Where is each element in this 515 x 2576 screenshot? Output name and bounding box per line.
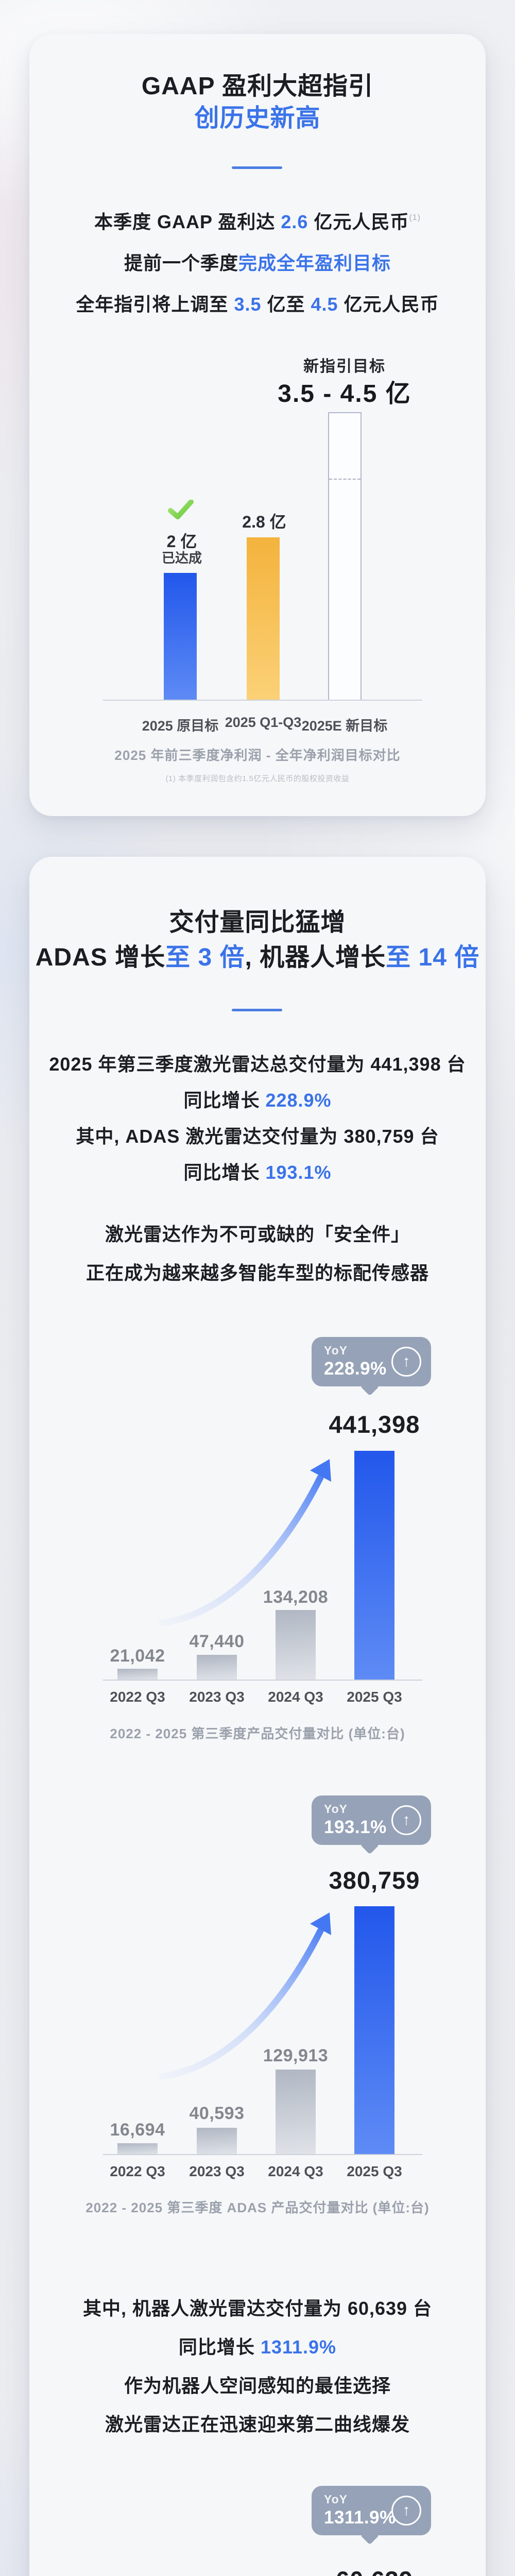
section-divider — [232, 166, 282, 169]
arrow-up-icon: ↑ — [391, 2496, 421, 2526]
x-label: 2024 Q3 — [268, 2163, 323, 2179]
target-lower-bound-dash — [329, 479, 360, 480]
growth-arrow-icon — [149, 2566, 355, 2576]
x-label: 2025 Q3 — [347, 2163, 402, 2179]
yoy-value: 1311.9% — [324, 2507, 396, 2528]
delivery-p8: 同比增长 1311.9% — [178, 2336, 337, 2358]
badge-tail — [360, 1377, 380, 1396]
growth-arrow-icon — [159, 1459, 331, 1626]
bar-total-2025 — [354, 1451, 394, 1680]
achieved-value-label: 2 亿 — [166, 532, 197, 551]
bar-total-2022 — [117, 1669, 158, 1680]
x-label: 2023 Q3 — [189, 2163, 245, 2179]
adas-2025-value: 380,759 — [329, 1867, 420, 1894]
growth-arrow-icon — [159, 1912, 331, 2080]
x-axis — [103, 700, 422, 701]
profit-p2: 提前一个季度完成全年盈利目标 — [124, 252, 391, 274]
adas-2024-value: 129,913 — [263, 2046, 329, 2065]
x-label: 2024 Q3 — [268, 1689, 323, 1705]
delivery-subtitle: ADAS 增长至 3 倍, 机器人增长至 14 倍 — [35, 944, 480, 971]
profit-title: GAAP 盈利大超指引 — [141, 73, 374, 100]
bar-total-2023 — [197, 1655, 237, 1680]
achieved-status-label: 已达成 — [161, 550, 202, 566]
yoy-badge-adas: YoY 193.1% ↑ — [312, 1795, 431, 1855]
footnote-marker: (1) — [409, 213, 421, 222]
bar-2025-q1q3 — [247, 537, 280, 701]
delivery-p5: 激光雷达作为不可或缺的「安全件」 — [105, 1224, 410, 1245]
total-2022-value: 21,042 — [110, 1646, 165, 1666]
check-icon — [168, 500, 194, 519]
adas-2022-value: 16,694 — [110, 2120, 165, 2140]
delivery-p9: 作为机器人空间感知的最佳选择 — [124, 2375, 391, 2396]
section-divider — [232, 1009, 282, 1011]
yoy-badge-total: YoY 228.9% ↑ — [312, 1337, 431, 1396]
yoy-badge-robot: YoY 1311.9% ↑ — [312, 2486, 431, 2545]
total-chart-caption: 2022 - 2025 第三季度产品交付量对比 (单位:台) — [110, 1726, 405, 1741]
delivery-p2: 同比增长 228.9% — [183, 1090, 332, 1111]
x-label-q1q3: 2025 Q1-Q3 — [225, 715, 302, 730]
new-target-label: 新指引目标 — [303, 358, 386, 375]
delivery-p4: 同比增长 193.1% — [183, 1162, 332, 1183]
profit-chart-caption: 2025 年前三季度净利润 - 全年净利润目标对比 — [114, 748, 401, 763]
delivery-p6: 正在成为越来越多智能车型的标配传感器 — [85, 1262, 429, 1283]
total-2024-value: 134,208 — [263, 1587, 329, 1607]
profit-p3: 全年指引将上调至 3.5 亿至 4.5 亿元人民币 — [76, 294, 439, 315]
delivery-card: 交付量同比猛增 ADAS 增长至 3 倍, 机器人增长至 14 倍 2025 年… — [29, 857, 486, 2576]
arrow-up-icon: ↑ — [391, 1347, 421, 1377]
new-target-value: 3.5 - 4.5 亿 — [278, 380, 411, 408]
q1q3-value-label: 2.8 亿 — [242, 513, 286, 531]
profit-p1: 本季度 GAAP 盈利达 2.6 亿元人民币(1) — [94, 211, 421, 232]
bar-adas-2024 — [276, 2070, 316, 2154]
adas-chart-caption: 2022 - 2025 第三季度 ADAS 产品交付量对比 (单位:台) — [85, 2200, 430, 2215]
delivery-p7: 其中, 机器人激光雷达交付量为 60,639 台 — [82, 2298, 433, 2319]
robot-2025-value: 60,639 — [271, 2566, 477, 2576]
x-label: 2022 Q3 — [110, 1689, 165, 1705]
profit-chart-footnote: (1) 本季度利润包含约1.5亿元人民币的股权投资收益 — [165, 774, 350, 783]
bar-adas-2023 — [197, 2128, 237, 2154]
yoy-value: 193.1% — [324, 1817, 387, 1837]
profit-card: GAAP 盈利大超指引 创历史新高 本季度 GAAP 盈利达 2.6 亿元人民币… — [29, 34, 486, 816]
x-axis — [103, 2154, 422, 2155]
yoy-label: YoY — [324, 2493, 348, 2506]
delivery-title: 交付量同比猛增 — [169, 909, 346, 936]
total-2025-value: 441,398 — [329, 1411, 420, 1438]
delivery-p3: 其中, ADAS 激光雷达交付量为 380,759 台 — [76, 1126, 439, 1147]
arrow-up-icon: ↑ — [391, 1805, 421, 1835]
x-label-original-target: 2025 原目标 — [142, 718, 219, 734]
bar-adas-2022 — [117, 2143, 158, 2154]
x-axis — [103, 1680, 422, 1681]
yoy-label: YoY — [324, 1344, 348, 1357]
bar-2025-original-target — [164, 573, 197, 701]
x-label: 2023 Q3 — [189, 1689, 245, 1705]
x-label: 2025 Q3 — [347, 1689, 402, 1705]
yoy-label: YoY — [324, 1802, 348, 1816]
badge-tail — [360, 1835, 380, 1855]
profit-subtitle: 创历史新高 — [194, 105, 321, 132]
bar-total-2024 — [276, 1610, 316, 1680]
yoy-value: 228.9% — [324, 1359, 387, 1379]
total-2023-value: 47,440 — [189, 1632, 245, 1651]
bar-2025e-new-target — [328, 412, 362, 701]
badge-tail — [360, 2526, 380, 2545]
x-label-new-target: 2025E 新目标 — [301, 718, 388, 734]
delivery-p1: 2025 年第三季度激光雷达总交付量为 441,398 台 — [49, 1054, 466, 1075]
adas-2023-value: 40,593 — [189, 2104, 245, 2123]
delivery-p10: 激光雷达正在迅速迎来第二曲线爆发 — [105, 2414, 410, 2435]
bar-adas-2025 — [354, 1906, 394, 2154]
x-label: 2022 Q3 — [110, 2163, 165, 2179]
